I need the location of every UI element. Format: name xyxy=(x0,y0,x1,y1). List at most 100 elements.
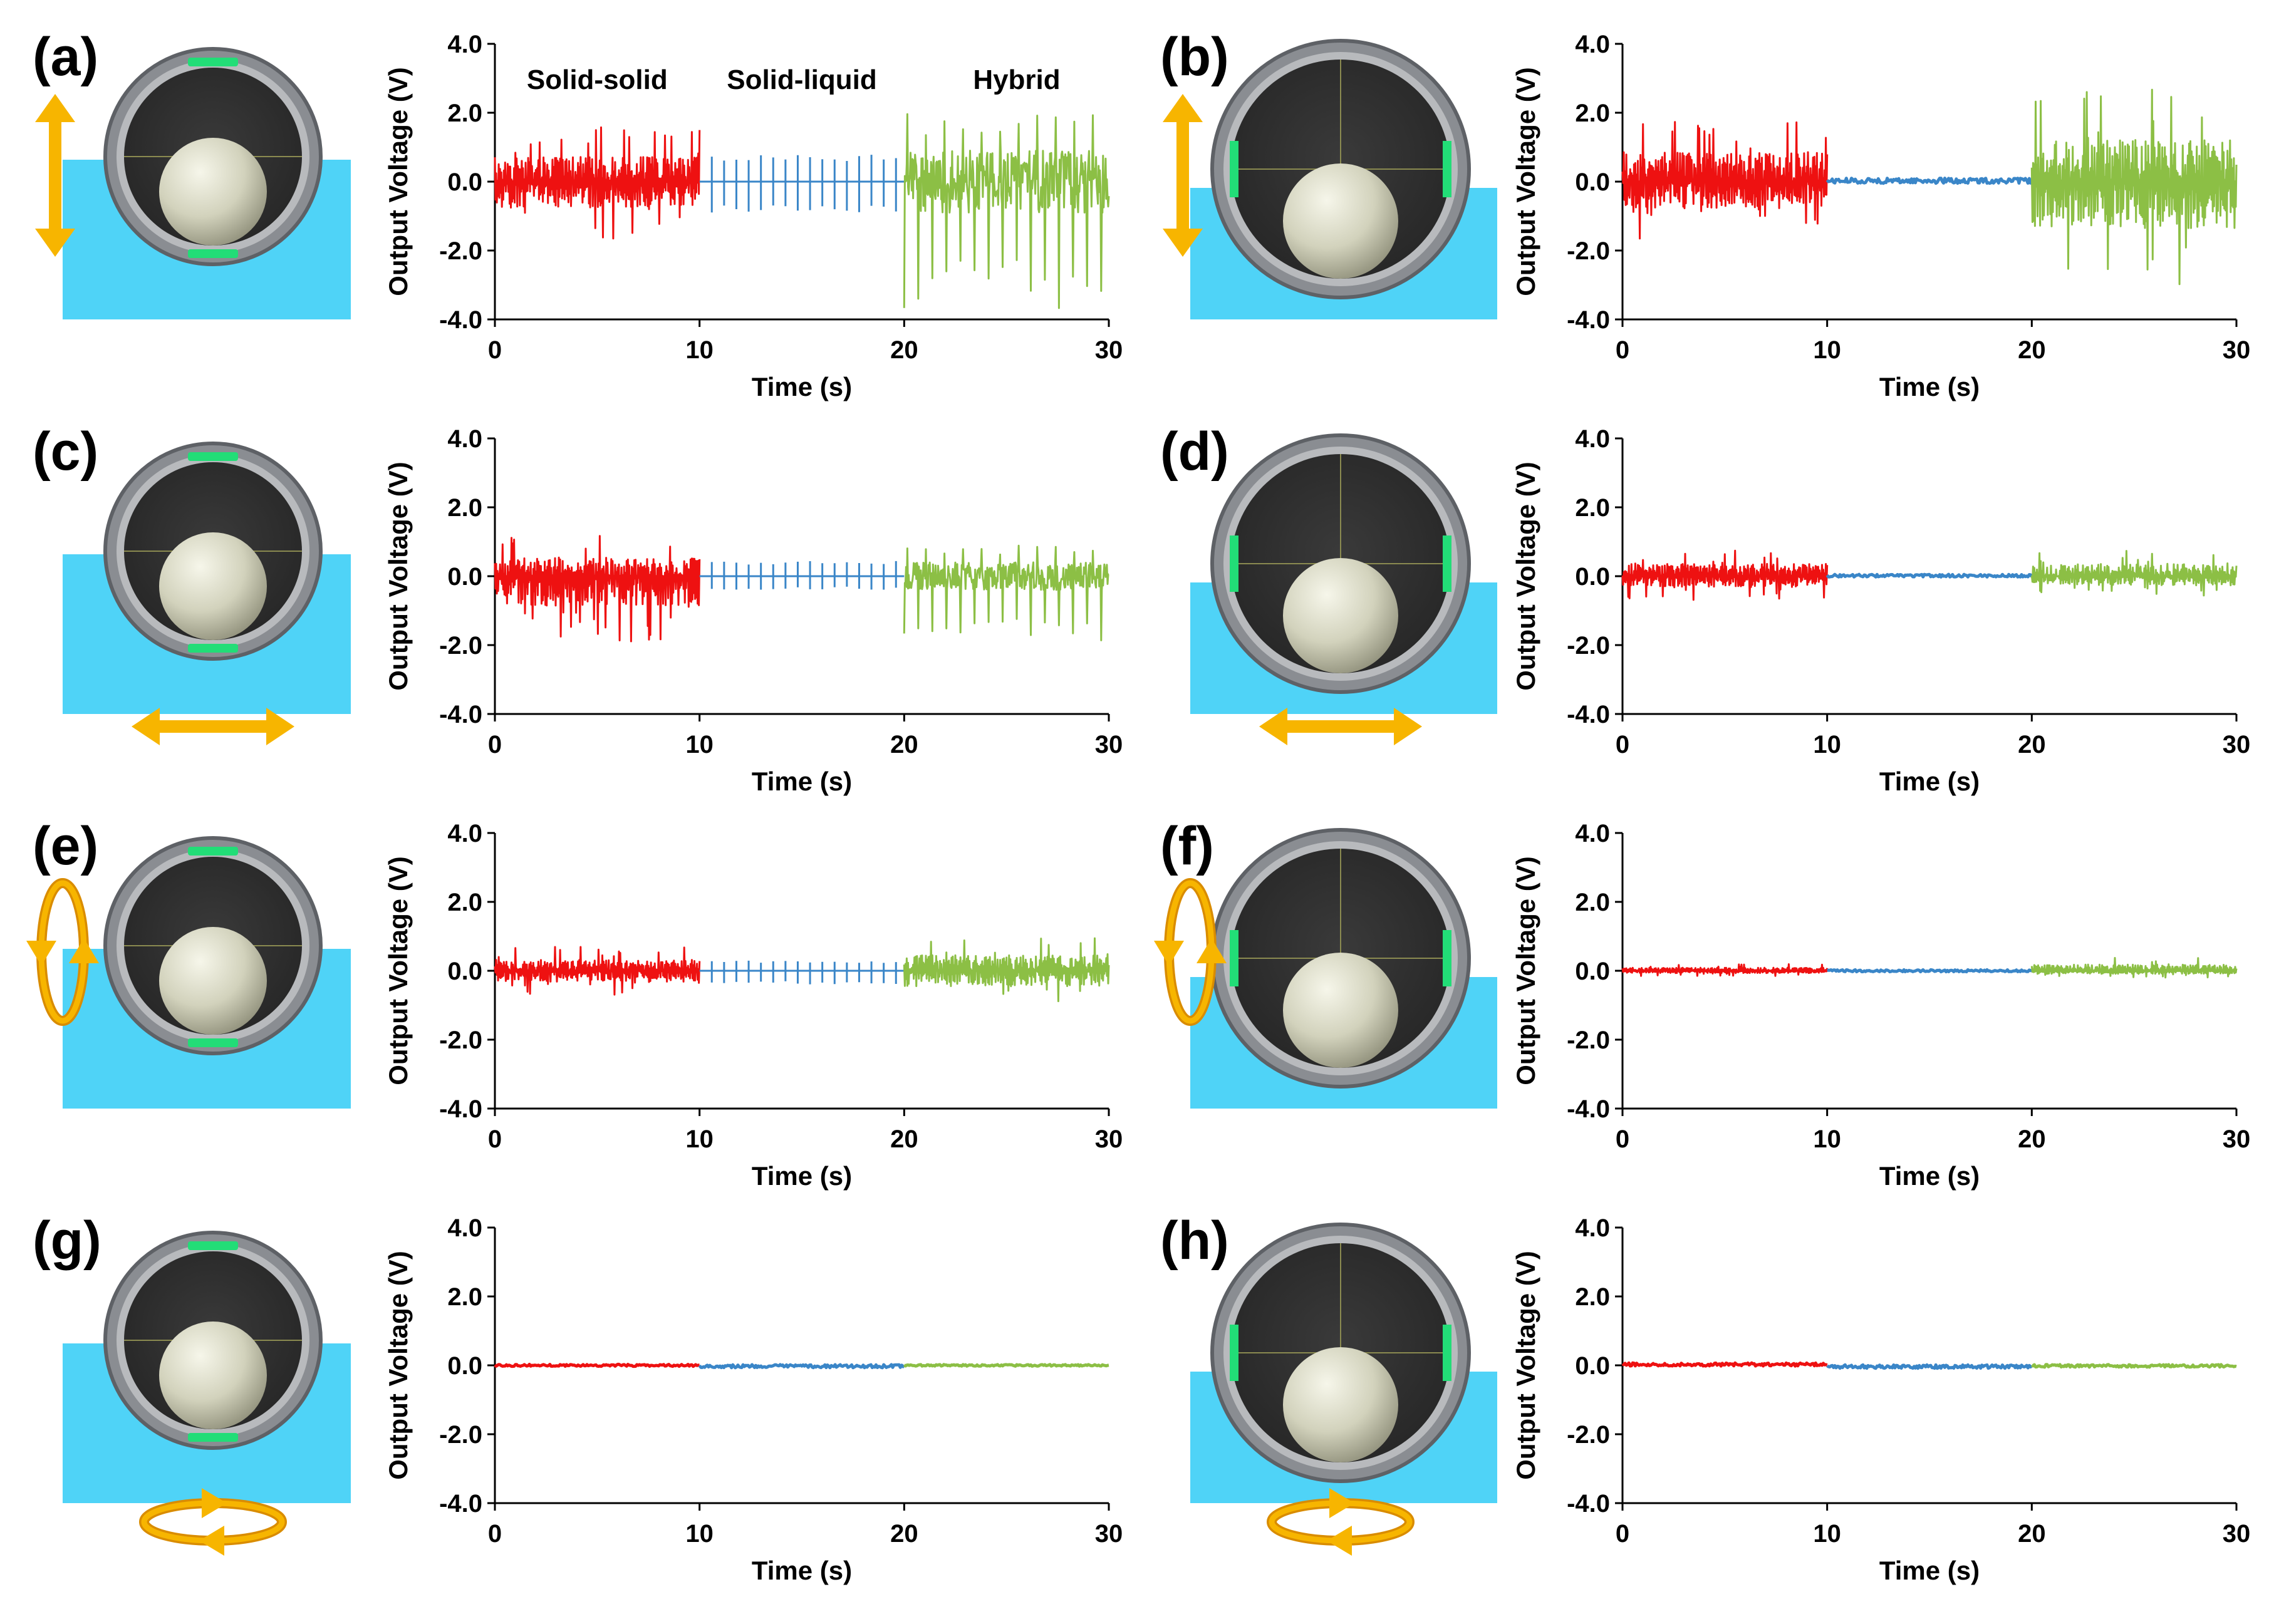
panel-h: (h) 4.0 2.0 0.0 -2.0 -4.00 10 20 30 Time (s) Outpu… xyxy=(1160,1211,2250,1585)
panel-e-xtick-label: 20 xyxy=(890,1125,918,1153)
panel-h-electrode-left xyxy=(1230,1325,1238,1381)
panel-e-schematic xyxy=(26,836,351,1109)
panel-d-xtick-label: 30 xyxy=(2223,731,2251,758)
panel-g-ytick-label: 2.0 xyxy=(447,1283,482,1311)
panel-c-ytick-label: 2.0 xyxy=(447,494,482,522)
panel-c-series-hybrid xyxy=(903,544,1109,641)
panel-e-series-solid-solid xyxy=(494,946,701,996)
panel-c-xtick-label: 0 xyxy=(488,731,502,758)
panel-a-motion-arrow xyxy=(35,94,75,257)
panel-c: (c) 4.0 2.0 0.0 -2.0 -4.00 10 20 30 Time (s) Outpu… xyxy=(33,422,1123,796)
panel-a-ytick-label: 2.0 xyxy=(447,100,482,127)
panel-h-series-hybrid xyxy=(2031,1363,2237,1369)
panel-b-series-hybrid xyxy=(2030,88,2238,286)
panel-d-label: (d) xyxy=(1160,422,1229,482)
panel-f: (f) 4.0 2.0 0.0 -2.0 -4.00 10 20 30 Time (s) Outpu… xyxy=(1154,816,2250,1191)
panel-g-schematic xyxy=(63,1231,351,1556)
panel-b-ball xyxy=(1283,163,1398,279)
panel-c-series-solid-solid xyxy=(494,535,701,643)
panel-f-ytick-label: 4.0 xyxy=(1575,820,1610,847)
panel-d-ylabel: Output Voltage (V) xyxy=(1511,462,1540,691)
panel-e-ytick-label: 0.0 xyxy=(447,958,482,985)
panel-g: (g) 4.0 2.0 0.0 -2.0 -4.00 10 20 30 Time (s) Outpu… xyxy=(33,1211,1123,1585)
panel-f-label: (f) xyxy=(1160,816,1214,876)
panel-d-xtick-label: 10 xyxy=(1813,731,1841,758)
panel-a-xlabel: Time (s) xyxy=(752,372,852,401)
panel-d-motion-arrow xyxy=(1259,708,1422,745)
panel-g-ytick-label: -4.0 xyxy=(439,1490,482,1518)
panel-h-ytick-label: 4.0 xyxy=(1575,1214,1610,1242)
panel-b-ytick-label: 4.0 xyxy=(1575,31,1610,58)
panel-f-plot: 4.0 2.0 0.0 -2.0 -4.00 10 20 30 Time (s) Output V… xyxy=(1511,820,2250,1191)
panel-f-ytick-label: 0.0 xyxy=(1575,958,1610,985)
panel-f-electrode-left xyxy=(1230,930,1238,986)
panel-e: (e) 4.0 2.0 0.0 -2.0 -4.00 10 20 30 Time (s) Outpu… xyxy=(26,816,1123,1191)
panel-b-motion-arrow xyxy=(1163,94,1203,257)
panel-d-ytick-label: 2.0 xyxy=(1575,494,1610,522)
panel-g-electrode-top xyxy=(188,1241,238,1250)
panel-c-electrode-bottom xyxy=(188,644,238,653)
panel-d-xtick-label: 0 xyxy=(1616,731,1629,758)
panel-b-schematic xyxy=(1163,39,1497,319)
panel-b-ylabel: Output Voltage (V) xyxy=(1511,67,1540,296)
panel-a-xtick-label: 30 xyxy=(1095,336,1123,364)
panel-h-xlabel: Time (s) xyxy=(1879,1556,1980,1585)
panel-f-xtick-label: 10 xyxy=(1813,1125,1841,1153)
panel-h-xtick-label: 10 xyxy=(1813,1520,1841,1548)
panel-h-electrode-right xyxy=(1443,1325,1451,1381)
panel-h-ytick-label: -4.0 xyxy=(1567,1490,1610,1518)
panel-b-ytick-label: 0.0 xyxy=(1575,168,1610,196)
panel-e-series-hybrid xyxy=(903,937,1110,1003)
panel-c-ytick-label: 0.0 xyxy=(447,563,482,591)
panel-c-xtick-label: 10 xyxy=(685,731,714,758)
panel-a-series-solid-solid xyxy=(494,126,701,240)
panel-d-schematic xyxy=(1190,433,1497,745)
panel-g-series-solid-solid xyxy=(494,1362,700,1368)
panel-a-electrode-bottom xyxy=(188,249,238,258)
panel-b-series-solid-solid xyxy=(1621,121,1829,240)
panel-b-electrode-left xyxy=(1230,141,1238,197)
regime-label-2: Hybrid xyxy=(973,65,1060,95)
panel-f-ytick-label: -2.0 xyxy=(1567,1027,1610,1054)
panel-a: (a) 4.0 2.0 0.0 -2.0 -4.00 10 20 30 Time (s) Outpu… xyxy=(33,27,1123,401)
panel-c-ytick-label: -4.0 xyxy=(439,701,482,728)
panel-g-ytick-label: -2.0 xyxy=(439,1421,482,1449)
panel-f-ytick-label: 2.0 xyxy=(1575,889,1610,916)
panel-h-ytick-label: 0.0 xyxy=(1575,1352,1610,1380)
panel-f-schematic xyxy=(1154,828,1497,1109)
panel-e-xtick-label: 0 xyxy=(488,1125,502,1153)
panel-e-xtick-label: 10 xyxy=(685,1125,714,1153)
panel-f-xlabel: Time (s) xyxy=(1879,1161,1980,1191)
panel-h-xtick-label: 0 xyxy=(1616,1520,1629,1548)
panel-g-series-solid-liquid xyxy=(698,1363,906,1370)
panel-c-label: (c) xyxy=(33,422,98,482)
panel-g-label: (g) xyxy=(33,1211,101,1271)
panel-d-series-hybrid xyxy=(2030,550,2238,597)
panel-g-ylabel: Output Voltage (V) xyxy=(383,1251,413,1480)
panel-f-series-hybrid xyxy=(2030,957,2238,979)
panel-h-ytick-label: -2.0 xyxy=(1567,1421,1610,1449)
panel-b-label: (b) xyxy=(1160,27,1229,87)
panel-h-xtick-label: 20 xyxy=(2018,1520,2046,1548)
panel-b-xtick-label: 10 xyxy=(1813,336,1841,364)
panel-b-ytick-label: 2.0 xyxy=(1575,100,1610,127)
panel-g-plot: 4.0 2.0 0.0 -2.0 -4.00 10 20 30 Time (s) Output V… xyxy=(383,1214,1123,1585)
panel-d-ytick-label: 4.0 xyxy=(1575,425,1610,453)
panel-g-xtick-label: 0 xyxy=(488,1520,502,1548)
regime-label-1: Solid-liquid xyxy=(727,65,877,95)
panel-h-ytick-label: 2.0 xyxy=(1575,1283,1610,1311)
panel-a-xtick-label: 20 xyxy=(890,336,918,364)
panel-d: (d) 4.0 2.0 0.0 -2.0 -4.00 10 20 30 Time (s) Outpu… xyxy=(1160,422,2250,796)
panel-f-xtick-label: 20 xyxy=(2018,1125,2046,1153)
panel-a-label: (a) xyxy=(33,27,98,87)
panel-e-series-solid-liquid xyxy=(699,960,905,985)
panel-a-ylabel: Output Voltage (V) xyxy=(383,67,413,296)
panel-e-motion-arrow xyxy=(26,878,99,1026)
panel-d-ytick-label: -2.0 xyxy=(1567,632,1610,659)
panel-e-electrode-bottom xyxy=(188,1038,238,1047)
panel-a-ytick-label: 4.0 xyxy=(447,31,482,58)
panel-h-ylabel: Output Voltage (V) xyxy=(1511,1251,1540,1480)
panel-d-series-solid-solid xyxy=(1621,549,1829,601)
